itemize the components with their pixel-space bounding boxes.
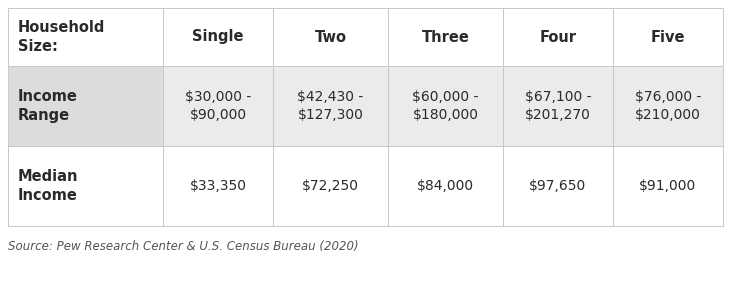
Text: $60,000 -
$180,000: $60,000 - $180,000	[412, 90, 479, 122]
Bar	[613, 66, 723, 146]
Bar	[273, 66, 388, 146]
Bar	[503, 66, 613, 146]
Text: Household
Size:: Household Size:	[18, 20, 105, 54]
Bar	[613, 8, 723, 66]
Text: $67,100 -
$201,270: $67,100 - $201,270	[525, 90, 591, 122]
Text: $84,000: $84,000	[417, 179, 474, 193]
Text: $76,000 -
$210,000: $76,000 - $210,000	[635, 90, 701, 122]
Text: Three: Three	[422, 29, 469, 45]
Bar	[388, 66, 503, 146]
Text: $72,250: $72,250	[302, 179, 359, 193]
Bar	[613, 146, 723, 226]
Text: Income
Range: Income Range	[18, 89, 78, 123]
Text: $91,000: $91,000	[639, 179, 697, 193]
Bar	[388, 8, 503, 66]
Text: $30,000 -
$90,000: $30,000 - $90,000	[185, 90, 251, 122]
Text: Single: Single	[193, 29, 244, 45]
Text: $97,650: $97,650	[529, 179, 586, 193]
Text: Median
Income: Median Income	[18, 169, 78, 203]
Bar	[388, 146, 503, 226]
Bar	[273, 146, 388, 226]
Bar	[163, 66, 273, 146]
Bar	[8, 146, 163, 226]
Bar	[163, 8, 273, 66]
Text: $42,430 -
$127,300: $42,430 - $127,300	[297, 90, 364, 122]
Text: Five: Five	[651, 29, 685, 45]
Text: $33,350: $33,350	[190, 179, 247, 193]
Bar	[503, 146, 613, 226]
Bar	[163, 146, 273, 226]
Text: Two: Two	[315, 29, 346, 45]
Bar	[273, 8, 388, 66]
Bar	[8, 8, 163, 66]
Bar	[8, 66, 163, 146]
Text: Source: Pew Research Center & U.S. Census Bureau (2020): Source: Pew Research Center & U.S. Censu…	[8, 240, 359, 253]
Bar	[503, 8, 613, 66]
Text: Four: Four	[539, 29, 577, 45]
